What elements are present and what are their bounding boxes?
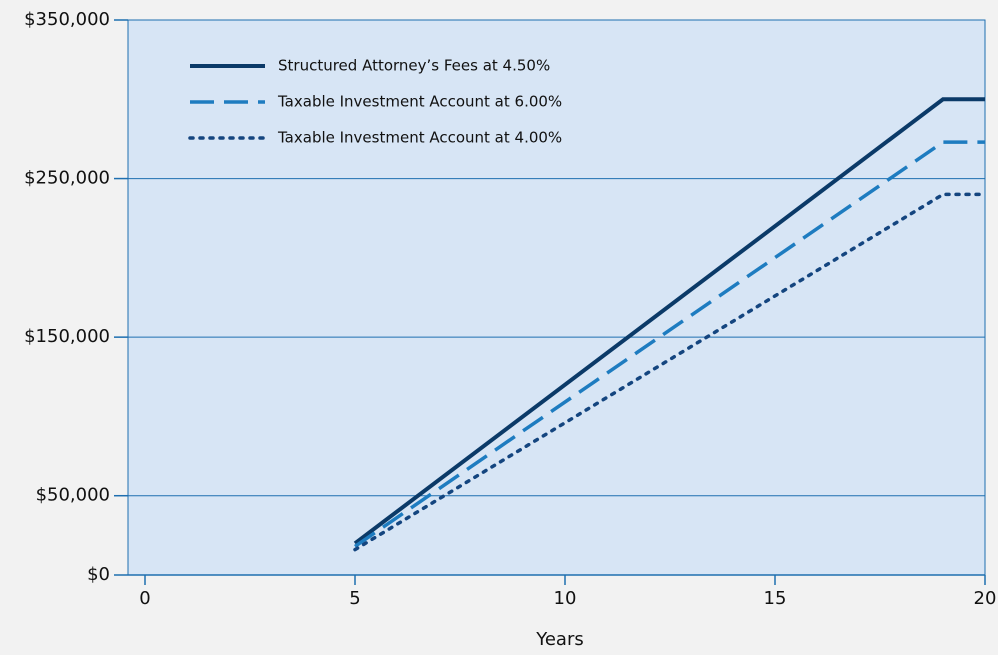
x-tick-label: 20 <box>974 588 997 609</box>
series-line <box>353 97 985 545</box>
y-tick-label: $350,000 <box>24 9 110 30</box>
x-tick-label: 0 <box>139 588 150 609</box>
x-axis-label: Years <box>535 629 584 650</box>
series-line <box>353 192 987 552</box>
x-tick-label: 5 <box>349 588 360 609</box>
y-tick-label: $150,000 <box>24 326 110 347</box>
legend-label: Taxable Investment Account at 4.00% <box>277 129 562 147</box>
legend-label: Structured Attorney’s Fees at 4.50% <box>278 57 550 75</box>
y-tick-label: $0 <box>87 564 110 585</box>
x-tick-label: 15 <box>764 588 787 609</box>
y-tick-label: $50,000 <box>36 485 110 506</box>
plot-area <box>127 19 986 576</box>
x-tick-label: 10 <box>554 588 577 609</box>
y-tick-label: $250,000 <box>24 168 110 189</box>
legend-label: Taxable Investment Account at 6.00% <box>277 93 562 111</box>
